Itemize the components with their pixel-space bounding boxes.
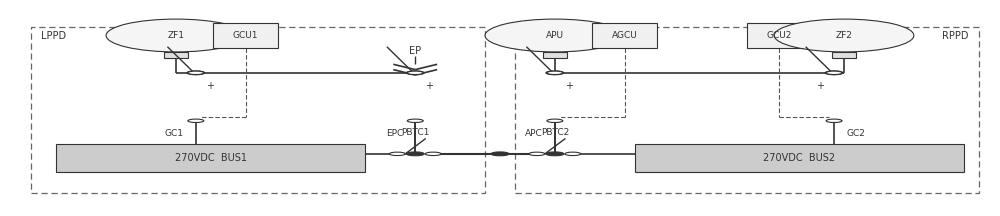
Circle shape xyxy=(491,152,509,156)
Text: AGCU: AGCU xyxy=(612,31,638,40)
Text: LPPD: LPPD xyxy=(41,31,66,41)
Circle shape xyxy=(546,152,564,156)
Ellipse shape xyxy=(485,19,625,52)
Text: PBTC2: PBTC2 xyxy=(541,128,569,137)
Text: EPC: EPC xyxy=(386,129,403,138)
Circle shape xyxy=(546,71,564,75)
Circle shape xyxy=(547,71,563,75)
Text: EP: EP xyxy=(409,46,421,56)
Circle shape xyxy=(188,71,204,75)
Circle shape xyxy=(407,71,423,75)
Bar xyxy=(56,144,365,172)
Circle shape xyxy=(406,71,424,75)
Text: APU: APU xyxy=(546,31,564,40)
Bar xyxy=(592,23,657,48)
Bar xyxy=(31,27,485,193)
Circle shape xyxy=(188,119,204,122)
Circle shape xyxy=(547,119,563,122)
Text: PBTC1: PBTC1 xyxy=(401,128,429,137)
Circle shape xyxy=(187,71,205,75)
Bar xyxy=(832,52,856,58)
Circle shape xyxy=(407,119,423,122)
Text: +: + xyxy=(816,81,824,91)
Text: +: + xyxy=(425,81,433,91)
Text: GCU1: GCU1 xyxy=(233,31,258,40)
Circle shape xyxy=(425,152,441,156)
Bar xyxy=(164,52,188,58)
Text: ZF2: ZF2 xyxy=(836,31,852,40)
Text: 270VDC  BUS2: 270VDC BUS2 xyxy=(763,153,835,163)
Circle shape xyxy=(825,71,843,75)
Circle shape xyxy=(389,152,405,156)
Text: GC2: GC2 xyxy=(846,129,865,138)
Ellipse shape xyxy=(774,19,914,52)
Text: RPPD: RPPD xyxy=(942,31,969,41)
Bar xyxy=(515,27,979,193)
Text: ZF1: ZF1 xyxy=(167,31,184,40)
Text: +: + xyxy=(565,81,573,91)
Text: GCU2: GCU2 xyxy=(767,31,792,40)
Bar xyxy=(543,52,567,58)
Circle shape xyxy=(826,71,842,75)
Circle shape xyxy=(406,152,424,156)
Bar xyxy=(213,23,278,48)
Text: GC1: GC1 xyxy=(165,129,184,138)
Circle shape xyxy=(565,152,581,156)
Ellipse shape xyxy=(106,19,246,52)
Text: 270VDC  BUS1: 270VDC BUS1 xyxy=(175,153,247,163)
Bar xyxy=(747,23,812,48)
Circle shape xyxy=(826,119,842,122)
Text: APC: APC xyxy=(525,129,543,138)
Bar xyxy=(635,144,964,172)
Text: +: + xyxy=(206,81,214,91)
Circle shape xyxy=(529,152,545,156)
